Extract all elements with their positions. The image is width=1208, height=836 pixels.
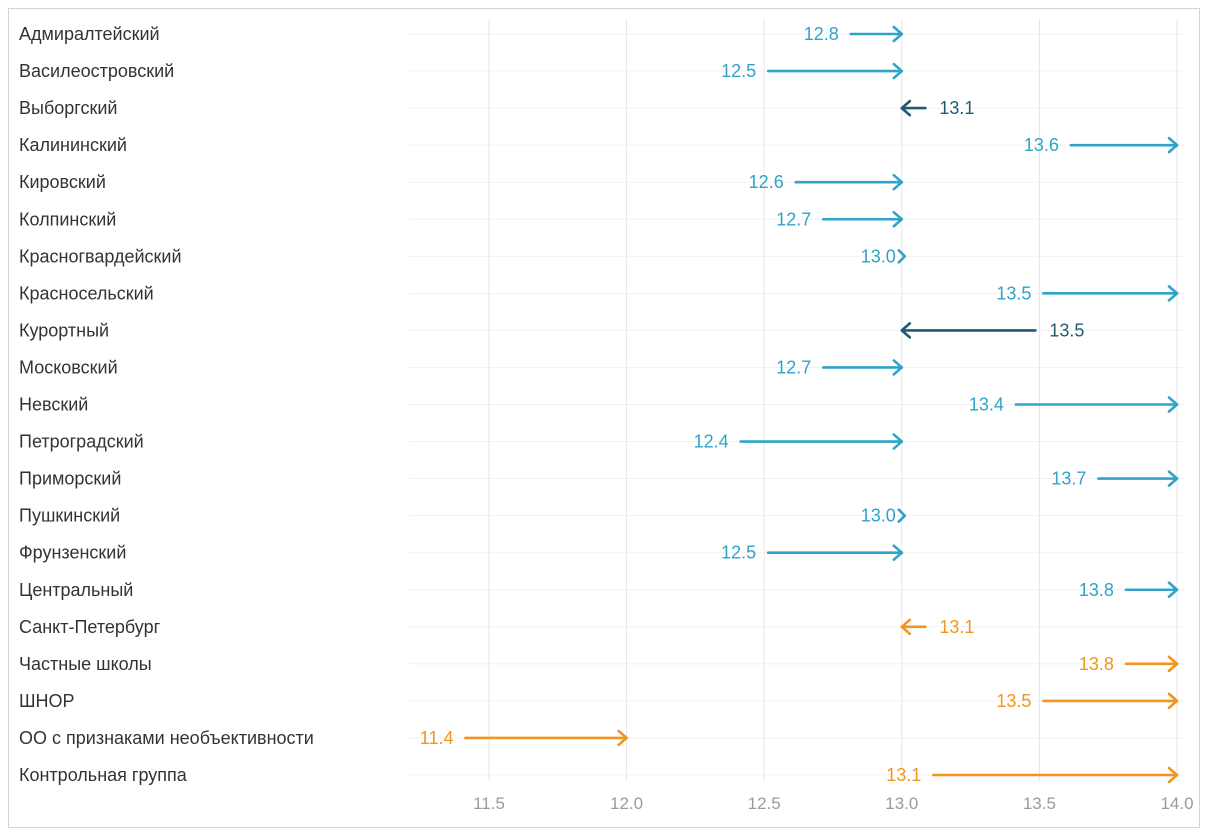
arrow-head <box>1167 285 1179 302</box>
x-tick-label: 12.5 <box>748 794 781 813</box>
value-label: 13.8 <box>1079 580 1114 600</box>
category-label: Красногвардейский <box>19 246 182 266</box>
category-label: Невский <box>19 395 88 415</box>
category-label: ОО с признаками необъективности <box>19 728 314 748</box>
arrow-mark <box>1014 396 1179 413</box>
category-label: Адмиралтейский <box>19 24 160 44</box>
value-label: 12.7 <box>776 357 811 377</box>
x-tick-label: 13.0 <box>885 794 918 813</box>
arrow-mark <box>821 210 904 228</box>
value-label: 13.5 <box>996 691 1031 711</box>
arrow-head <box>617 729 628 747</box>
category-label: Кировский <box>19 172 106 192</box>
arrow-head <box>892 359 904 376</box>
arrow-head <box>897 249 907 264</box>
category-label: Центральный <box>19 580 133 600</box>
category-labels: Адмиралтейский Василеостровский Выборгский… <box>19 24 314 785</box>
value-label: 12.4 <box>694 432 729 452</box>
category-label: Пушкинский <box>19 506 120 526</box>
x-tick-label: 11.5 <box>473 794 505 813</box>
x-tick-label: 12.0 <box>610 794 643 813</box>
value-label: 13.1 <box>939 617 974 637</box>
arrow-mark <box>900 618 927 636</box>
value-label: 13.1 <box>886 765 921 785</box>
arrow-head <box>892 544 904 562</box>
category-label: Московский <box>19 357 118 377</box>
x-axis-ticks: 11.5 12.0 12.5 13.0 13.5 14.0 <box>473 794 1193 813</box>
arrow-head <box>892 210 904 228</box>
arrow-mark <box>1097 470 1179 487</box>
category-label: Частные школы <box>19 654 152 674</box>
arrow-head <box>1167 136 1179 154</box>
value-label: 13.8 <box>1079 654 1114 674</box>
arrow-head <box>892 62 904 80</box>
category-label: Контрольная группа <box>19 765 188 785</box>
category-label: Колпинский <box>19 209 116 229</box>
value-label: 13.0 <box>861 246 896 266</box>
arrow-head <box>900 322 912 339</box>
category-label: ШНОР <box>19 691 75 711</box>
x-tick-label: 13.5 <box>1023 794 1056 813</box>
category-label: Выборгский <box>19 98 117 118</box>
category-label: Петроградский <box>19 432 144 452</box>
arrow-head <box>900 99 912 117</box>
value-label: 12.6 <box>749 172 784 192</box>
arrow-head <box>892 173 904 191</box>
category-label: Приморский <box>19 469 121 489</box>
value-label: 13.5 <box>996 283 1031 303</box>
arrow-mark <box>932 766 1179 784</box>
arrow-marks: 12.8 12.5 13.1 13.6 12.6 12.7 13.0 13.5 13.5 12.7… <box>420 24 1179 785</box>
category-label: Калининский <box>19 135 127 155</box>
category-label: Красносельский <box>19 283 154 303</box>
arrow-mark <box>897 249 907 264</box>
arrow-mark <box>464 729 628 747</box>
category-label: Курортный <box>19 320 109 340</box>
category-label: Василеостровский <box>19 61 174 81</box>
arrow-head <box>1167 766 1179 784</box>
value-label: 12.8 <box>804 24 839 44</box>
arrow-head <box>1167 655 1179 673</box>
arrow-head <box>892 25 904 43</box>
value-label: 13.6 <box>1024 135 1059 155</box>
arrow-head <box>900 618 912 636</box>
value-label: 12.5 <box>721 61 756 81</box>
arrow-mark <box>897 508 907 523</box>
arrow-mark <box>1042 692 1179 710</box>
arrow-mark <box>900 322 1037 339</box>
arrow-mark <box>1042 285 1179 302</box>
arrow-head <box>1167 470 1179 487</box>
arrow-head <box>897 508 907 523</box>
value-label: 13.0 <box>861 506 896 526</box>
value-label: 11.4 <box>420 728 454 748</box>
arrow-mark <box>900 99 927 117</box>
chart-frame: Адмиралтейский Василеостровский Выборгский… <box>8 8 1200 828</box>
arrow-mark <box>821 359 904 376</box>
value-label: 13.7 <box>1051 469 1086 489</box>
arrow-mark <box>766 62 904 80</box>
arrow-mark <box>849 25 904 43</box>
arrow-mark <box>1124 581 1179 599</box>
value-label: 13.5 <box>1049 320 1084 340</box>
arrow-mark <box>1069 136 1179 154</box>
x-tick-label: 14.0 <box>1160 794 1193 813</box>
value-label: 13.1 <box>939 98 974 118</box>
arrow-mark <box>766 544 904 562</box>
grid-layer <box>409 19 1184 781</box>
category-label: Санкт-Петербург <box>19 617 161 637</box>
value-label: 12.5 <box>721 543 756 563</box>
value-label: 12.7 <box>776 209 811 229</box>
arrow-head <box>892 433 904 450</box>
arrow-head <box>1167 581 1179 599</box>
arrow-mark <box>1124 655 1179 673</box>
arrow-head <box>1167 396 1179 413</box>
arrow-head <box>1167 692 1179 710</box>
arrow-mark <box>739 433 904 450</box>
arrow-chart: Адмиралтейский Василеостровский Выборгский… <box>19 19 1194 813</box>
category-label: Фрунзенский <box>19 543 126 563</box>
arrow-mark <box>794 173 904 191</box>
value-label: 13.4 <box>969 395 1004 415</box>
